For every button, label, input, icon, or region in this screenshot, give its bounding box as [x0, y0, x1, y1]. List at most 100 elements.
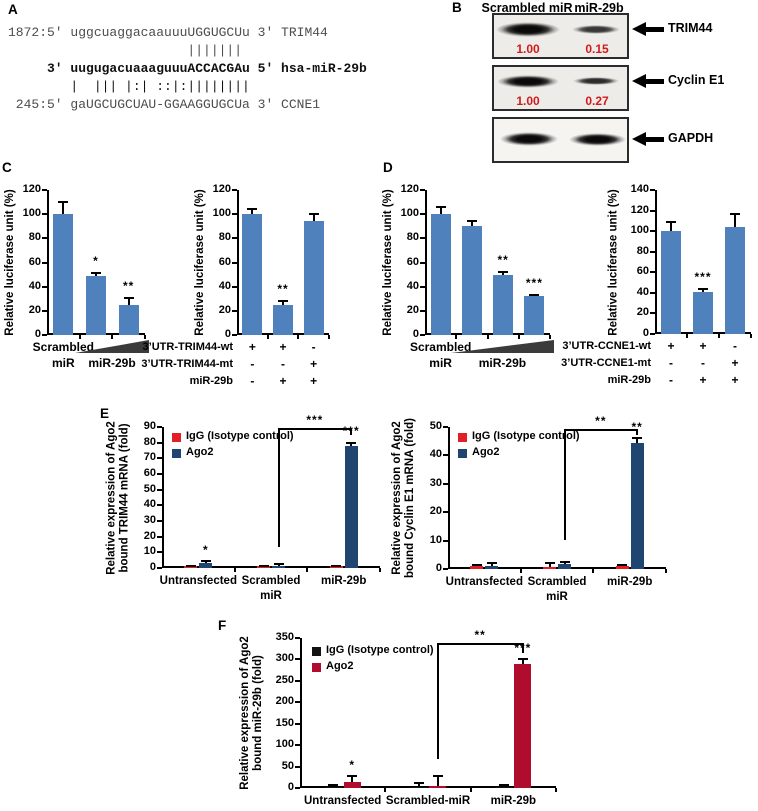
condition-label: 3’UTR-TRIM44-mt	[141, 358, 233, 370]
error-bar-cap	[529, 293, 540, 296]
protein-band	[568, 132, 626, 146]
condition-value: +	[310, 374, 318, 388]
panel-label-f: F	[218, 618, 227, 633]
condition-label: 3’UTR-CCNE1-mt	[561, 357, 651, 369]
bar	[461, 226, 482, 335]
significance-stars: **	[122, 278, 135, 293]
y-tick-mark	[295, 765, 300, 768]
arrow-head-icon	[632, 74, 646, 88]
bar	[343, 781, 361, 788]
blot-target-label: TRIM44	[668, 21, 713, 35]
y-tick-label: 60	[636, 265, 649, 278]
significance-stars: **	[474, 628, 486, 642]
x-tick-mark	[592, 569, 595, 573]
x-category-label: miR-29b	[490, 795, 537, 807]
y-tick-mark	[232, 237, 237, 240]
error-bar-cap	[698, 287, 708, 290]
significance-stars: **	[595, 413, 607, 428]
legend-swatch	[458, 433, 467, 442]
y-tick-label: 120	[630, 203, 649, 216]
bar	[693, 291, 713, 334]
significance-stars: **	[497, 253, 509, 268]
condition-value: -	[669, 373, 673, 387]
error-bar	[439, 206, 442, 215]
x-category-label: Untransfected	[303, 795, 382, 807]
y-tick-mark	[42, 309, 47, 312]
x-tick-mark	[328, 335, 330, 339]
y-tick-label: 300	[275, 652, 294, 665]
wedge-icon	[450, 340, 554, 353]
bracket-line	[278, 427, 352, 430]
error-bar-cap	[517, 658, 528, 661]
error-bar	[548, 563, 551, 567]
sequence-line: 3' uugugacuaaaguuuACCACGAu 5' hsa-miR-29…	[8, 61, 367, 76]
x-category-label: Scrambled-miR	[385, 795, 471, 807]
legend-swatch	[312, 647, 321, 656]
arrow-head-icon	[632, 132, 646, 146]
error-bar	[417, 783, 420, 788]
y-tick-mark	[42, 237, 47, 240]
y-tick-mark	[42, 334, 47, 336]
x-tick-mark	[266, 335, 269, 339]
blot-box	[492, 65, 629, 111]
blot-target-label: Cyclin E1	[668, 73, 725, 87]
error-bar-cap	[413, 782, 424, 785]
y-tick-mark	[420, 334, 425, 336]
error-bar-cap	[258, 564, 269, 567]
condition-value: +	[279, 340, 287, 354]
y-tick-mark	[420, 309, 425, 312]
bar	[543, 566, 556, 569]
y-tick-mark	[42, 261, 47, 264]
significance-stars: ***	[306, 412, 324, 427]
y-tick-label: 40	[636, 285, 649, 298]
bar	[184, 566, 198, 568]
y-tick-label: 30	[429, 476, 442, 489]
error-bar-cap	[200, 560, 211, 563]
condition-value: -	[281, 357, 285, 371]
x-tick-mark	[233, 568, 236, 572]
y-tick-label: 100	[212, 207, 231, 220]
legend-label: Ago2	[326, 660, 354, 672]
y-tick-mark	[295, 679, 300, 682]
y-tick-label: 50	[143, 482, 156, 495]
plot-area	[425, 190, 550, 335]
error-bar	[332, 785, 335, 788]
legend-swatch	[458, 449, 467, 458]
y-tick-mark	[420, 189, 425, 191]
condition-value: +	[667, 339, 675, 353]
error-bar-cap	[278, 300, 288, 303]
error-bar-cap	[498, 271, 509, 274]
y-tick-label: 40	[406, 279, 419, 292]
y-tick-mark	[42, 285, 47, 288]
error-bar-cap	[544, 562, 555, 565]
significance-stars: *	[93, 254, 99, 269]
error-bar-cap	[308, 213, 319, 216]
y-tick-mark	[295, 787, 300, 789]
y-tick-mark	[157, 551, 162, 554]
y-tick-mark	[650, 189, 655, 191]
error-bar-cap	[471, 564, 482, 567]
plot-area	[162, 427, 380, 568]
legend-swatch	[172, 433, 181, 442]
y-tick-mark	[650, 209, 655, 212]
error-bar-cap	[498, 784, 509, 787]
y-tick-label: 80	[636, 244, 649, 257]
y-tick-label: 60	[143, 467, 156, 479]
x-tick-mark	[306, 568, 309, 572]
error-bar-cap	[666, 220, 676, 223]
panel-label-e: E	[100, 406, 110, 421]
y-tick-label: 80	[406, 231, 419, 244]
x-category-label: miR-29b	[478, 356, 527, 370]
y-tick-mark	[157, 473, 162, 475]
y-tick-mark	[650, 291, 655, 294]
condition-value: -	[701, 356, 705, 370]
sequence-alignment: 1872:5' uggcuaggacaauuuUGGUGCUu 3' TRIM4…	[8, 24, 367, 114]
y-tick-mark	[157, 488, 162, 491]
y-tick-mark	[420, 261, 425, 264]
y-tick-mark	[443, 511, 448, 514]
y-tick-label: 30	[143, 514, 156, 526]
arrow-shaft-icon	[645, 26, 664, 32]
legend-swatch	[312, 663, 321, 672]
y-axis-label: Relative expression of Ago2 bound Cyclin…	[391, 418, 416, 578]
